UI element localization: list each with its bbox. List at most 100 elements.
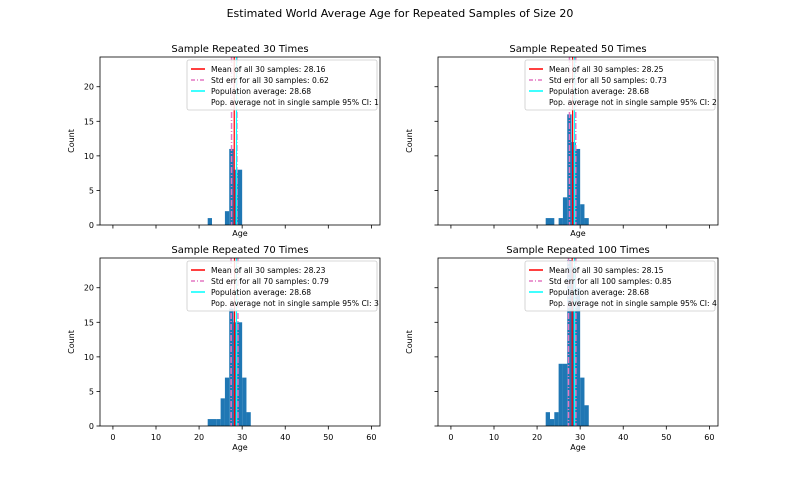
histogram-bar	[545, 218, 550, 225]
y-tick-label: 20	[84, 284, 94, 293]
y-tick-label: 15	[84, 318, 94, 327]
legend-box	[186, 260, 378, 312]
legend-entry: Pop. average not in single sample 95% CI…	[211, 98, 379, 107]
subplot-title: Sample Repeated 70 Times	[171, 245, 308, 256]
legend-entry: Population average: 28.68	[211, 288, 311, 297]
y-axis-label: Count	[67, 129, 76, 153]
y-axis-label: Count	[405, 129, 414, 153]
histogram-bar	[220, 398, 225, 426]
x-axis-label: Age	[570, 229, 586, 238]
subplot-1: Sample Repeated 30 Times 0 5 10 15 20 Age Count…	[67, 44, 381, 238]
histogram-bar	[580, 204, 585, 225]
y-tick-label: 5	[89, 186, 94, 195]
x-axis-label: Age	[570, 443, 586, 452]
legend-entry: Population average: 28.68	[549, 87, 649, 96]
subplot-2: Sample Repeated 50 Times Age Count Mean of …	[405, 44, 719, 238]
x-tick-label: 50	[661, 433, 671, 442]
y-tick-label: 0	[89, 422, 94, 431]
histogram-bar	[545, 412, 550, 426]
histogram-bar	[575, 148, 581, 225]
legend-entry: Std err for all 50 samples: 0.73	[549, 76, 667, 85]
legend-entry: Std err for all 100 samples: 0.85	[549, 277, 672, 286]
x-tick-label: 60	[366, 433, 376, 442]
histogram-bar	[229, 308, 234, 426]
subplot-title: Sample Repeated 30 Times	[171, 44, 308, 55]
histogram-bar	[216, 419, 221, 426]
histogram-bar	[237, 322, 243, 426]
legend-entry: Std err for all 30 samples: 0.62	[211, 76, 329, 85]
legend: Mean of all 30 samples: 28.23 Std err for…	[186, 260, 379, 312]
histogram-bar	[224, 377, 230, 426]
histogram-bar	[571, 266, 576, 426]
legend: Mean of all 30 samples: 28.15 Std err for…	[524, 260, 717, 312]
x-tick-label: 20	[532, 433, 542, 442]
histogram-bar	[224, 211, 230, 225]
legend-entry: Population average: 28.68	[211, 87, 311, 96]
legend-entry: Pop. average not in single sample 95% CI…	[549, 98, 717, 107]
histogram-bar	[207, 419, 212, 426]
legend-entry: Pop. average not in single sample 95% CI…	[549, 299, 717, 308]
x-tick-label: 30	[575, 433, 585, 442]
legend-entry: Mean of all 30 samples: 28.23	[211, 266, 326, 275]
histogram-bar	[207, 218, 212, 225]
histogram-bar	[580, 377, 585, 426]
y-axis-label: Count	[405, 330, 414, 354]
x-tick-label: 20	[194, 433, 204, 442]
histogram-bar	[584, 405, 589, 426]
histogram-bar	[575, 287, 581, 426]
x-tick-label: 60	[704, 433, 714, 442]
y-tick-label: 5	[89, 387, 94, 396]
axes-frame	[99, 257, 381, 427]
histogram-bar	[550, 218, 555, 225]
subplot-title: Sample Repeated 100 Times	[506, 245, 650, 256]
y-axis-label: Count	[67, 330, 76, 354]
x-tick-label: 10	[489, 433, 499, 442]
histogram-bar	[562, 363, 568, 426]
histogram-bar	[233, 322, 238, 426]
histogram-bar	[242, 377, 247, 426]
histogram-bar	[237, 169, 243, 225]
histogram-bar	[558, 363, 563, 426]
legend-entry: Mean of all 30 samples: 28.16	[211, 65, 326, 74]
x-tick-label: 50	[323, 433, 333, 442]
legend: Mean of all 30 samples: 28.25 Std err for…	[524, 59, 717, 111]
x-tick-label: 30	[237, 433, 247, 442]
legend-entry: Population average: 28.68	[549, 288, 649, 297]
histogram-bar	[212, 419, 217, 426]
figure-title: Estimated World Average Age for Repeated…	[227, 7, 574, 20]
histogram-bar	[558, 218, 563, 225]
histogram-bar	[246, 412, 251, 426]
axes-frame	[437, 257, 719, 427]
y-tick-label: 10	[84, 152, 94, 161]
legend-box	[524, 260, 716, 312]
x-axis-label: Age	[232, 229, 248, 238]
y-tick-label: 10	[84, 353, 94, 362]
x-tick-label: 0	[448, 433, 453, 442]
subplot-4: Sample Repeated 100 Times 0 10 20 30 40 50 60 Ag…	[405, 245, 719, 452]
legend-box	[186, 59, 378, 111]
legend-entry: Std err for all 70 samples: 0.79	[211, 277, 329, 286]
y-tick-label: 15	[84, 117, 94, 126]
subplot-3: Sample Repeated 70 Times 0 10 20 30 40 50 60 0 5 1…	[67, 245, 381, 452]
legend-entry: Pop. average not in single sample 95% CI…	[211, 299, 379, 308]
legend-box	[524, 59, 716, 111]
histogram-bar	[567, 260, 572, 426]
legend-entry: Mean of all 30 samples: 28.25	[549, 65, 664, 74]
axes-frame	[437, 56, 719, 226]
y-tick-label: 20	[84, 83, 94, 92]
histogram-bar	[233, 169, 238, 225]
histogram-bar	[584, 218, 589, 225]
x-tick-label: 0	[110, 433, 115, 442]
histogram-bar	[550, 419, 555, 426]
histogram-bar	[571, 142, 576, 225]
axes-frame	[99, 56, 381, 226]
histogram-bar	[554, 412, 559, 426]
x-tick-label: 40	[280, 433, 290, 442]
histogram-bar	[562, 197, 568, 225]
y-tick-label: 0	[89, 221, 94, 230]
subplot-title: Sample Repeated 50 Times	[509, 44, 646, 55]
x-axis-label: Age	[232, 443, 248, 452]
legend: Mean of all 30 samples: 28.16 Std err for…	[186, 59, 379, 111]
x-tick-label: 10	[151, 433, 161, 442]
